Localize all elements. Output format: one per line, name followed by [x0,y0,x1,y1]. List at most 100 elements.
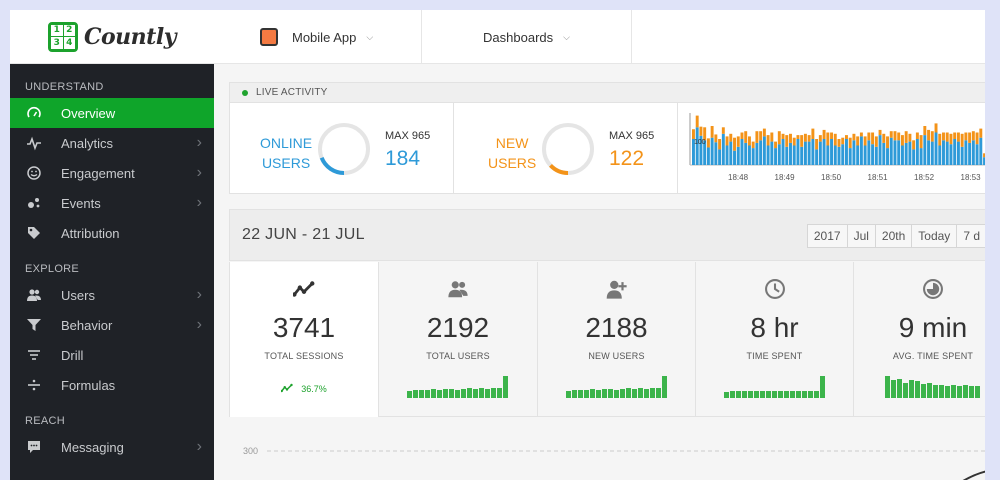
bar-new [699,126,703,136]
sparkline-bar [753,391,759,398]
sparkline-bar [957,386,962,398]
logo-cell: 2 [63,24,75,36]
bar-new [777,131,781,145]
new-label-line: USERS [488,155,537,171]
sparkline-bar [729,391,735,398]
bar-online [919,148,923,165]
sparkline-bar [951,385,956,398]
new-users-value: 122 [609,147,645,170]
app-selector[interactable]: Mobile App ⌵ [214,10,422,64]
period-button[interactable]: 20th [874,224,913,248]
sparkline-bar [497,388,502,398]
logo-cell: 3 [51,37,63,49]
sidebar-section-title: UNDERSTAND [25,81,104,93]
metric-card-time-spent[interactable]: 8 hr TIME SPENT [695,262,854,417]
sidebar-item-behavior[interactable]: Behavior › [10,310,214,340]
sparkline-bar [473,389,478,398]
bar-online [807,141,811,165]
chevron-right-icon: › [196,286,202,303]
bar-new [863,136,867,146]
sparkline [538,374,695,398]
period-button[interactable]: 2017 [806,224,848,248]
bar-online [695,127,699,165]
bar-new [833,133,837,146]
bar-new [789,133,792,143]
drill-icon [25,347,43,363]
bar-online [953,139,957,165]
metric-card-total-users[interactable]: 2192 TOTAL USERS [378,262,538,417]
bar-new [759,131,763,141]
metric-card-total-sessions[interactable]: 3741 TOTAL SESSIONS 36.7% [229,262,379,417]
pulse-icon [25,135,43,151]
bar-online [736,146,740,165]
bar-online [818,141,822,165]
sidebar-item-drill[interactable]: Drill [10,340,214,370]
bar-new [755,131,759,143]
bar-new [785,135,789,147]
sidebar-item-users[interactable]: Users › [10,280,214,310]
period-button[interactable]: Today [911,224,958,248]
online-users-widget: ONLINE USERS MAX 965 184 [230,103,454,194]
bar-online [762,136,766,165]
sparkline-bar [485,389,490,398]
bar-new [848,137,852,149]
bar-online [871,144,875,165]
users-icon [379,278,537,302]
dashboards-selector[interactable]: Dashboards ⌵ [422,10,632,64]
online-label-line: USERS [261,155,311,171]
chevron-right-icon: › [196,438,202,455]
sidebar-item-label: Users [61,287,95,303]
metric-card-new-users[interactable]: 2188 NEW USERS [537,262,696,417]
bar-new [751,141,755,149]
bar-new [938,133,942,146]
sidebar-item-overview[interactable]: Overview [10,98,214,128]
bar-online [882,142,886,165]
sparkline-bar [407,391,412,398]
bar-online [800,146,804,165]
bar-new [714,134,718,143]
logo-cell: 4 [63,37,75,49]
period-button[interactable]: 7 d [956,224,985,248]
bar-online [938,145,942,165]
metric-value: 2192 [426,312,490,343]
sidebar-item-attribution[interactable]: Attribution [10,218,214,248]
bar-new [725,136,729,146]
sidebar-item-label: Overview [61,105,116,121]
sparkline-bar [503,376,508,398]
bar-new [886,136,889,149]
sparkline-bar [771,391,777,398]
bar-online [912,149,916,165]
chevron-right-icon: › [196,316,202,333]
period-button[interactable]: Jul [846,224,876,248]
sidebar-item-engagement[interactable]: Engagement › [10,158,214,188]
metric-card-avg-time-spent[interactable]: 9 min AVG. TIME SPENT [853,262,985,417]
new-users-gauge [542,123,594,175]
logo-cell: 1 [51,24,63,36]
bar-online [725,145,729,165]
logo[interactable]: 1 2 3 4 Countly [10,10,214,64]
sparkline-bar [795,391,801,398]
bar-online [826,145,830,165]
ref-label: 100 [694,139,706,146]
bar-online [740,139,744,165]
bar-new [908,133,912,142]
top-header: Mobile App ⌵ Dashboards ⌵ [214,10,985,64]
bar-online [721,133,725,165]
sparkline-bar [819,376,825,398]
sidebar-item-events[interactable]: Events › [10,188,214,218]
bar-online [766,145,770,165]
bar-new [856,136,860,146]
trend-up-icon [280,382,293,396]
bar-new [874,136,878,147]
chevron-right-icon: › [196,164,202,181]
sparkline-bar [619,389,625,398]
sidebar-item-messaging[interactable]: Messaging › [10,432,214,462]
new-users-widget: NEW USERS MAX 965 122 [454,103,678,194]
sidebar-item-analytics[interactable]: Analytics › [10,128,214,158]
sidebar-item-formulas[interactable]: Formulas [10,370,214,400]
bar-new [852,133,856,141]
sparkline-bar [813,391,819,398]
bar-online [777,144,781,165]
bar-online [956,141,960,165]
bar-online [949,144,953,165]
